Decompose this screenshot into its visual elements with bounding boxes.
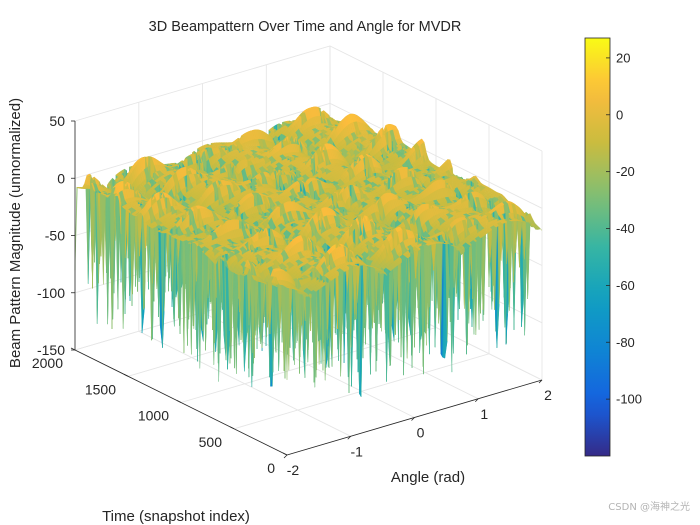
- grid-z-line: [74, 102, 543, 209]
- chart-title: 3D Beampattern Over Time and Angle for M…: [149, 19, 462, 35]
- grid-z-line: [74, 45, 543, 152]
- beampattern-surface: [74, 106, 543, 398]
